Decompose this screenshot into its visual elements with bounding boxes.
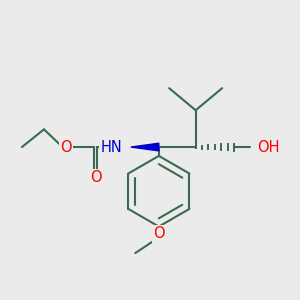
Text: OH: OH: [257, 140, 280, 154]
Text: HN: HN: [100, 140, 122, 154]
Text: O: O: [153, 226, 165, 242]
Text: O: O: [60, 140, 72, 154]
Polygon shape: [131, 143, 159, 151]
Text: O: O: [90, 170, 101, 185]
